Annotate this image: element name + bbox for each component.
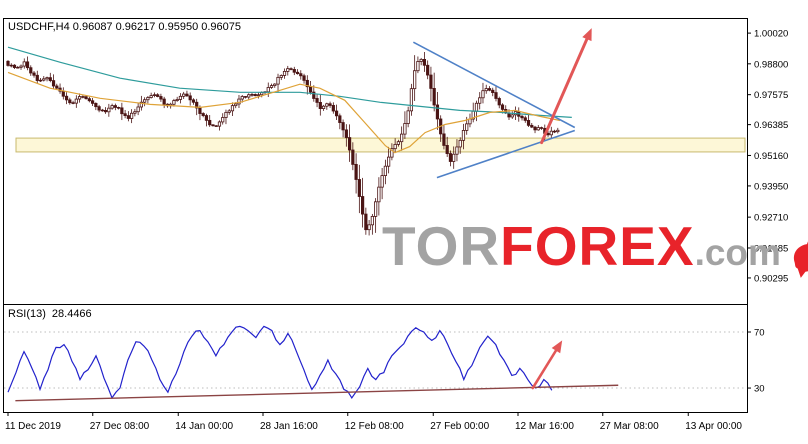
panel-borders [3, 18, 748, 413]
price-axis-label: 0.95160 [754, 151, 788, 162]
rsi-axis-label: 30 [754, 384, 765, 395]
price-axis-label: 0.96385 [754, 120, 788, 131]
rsi-forecast-arrow [531, 340, 563, 390]
rsi-axis-label: 70 [754, 328, 765, 339]
forecast-arrow-up [540, 28, 592, 145]
date-axis-label: 14 Jan 00:00 [175, 421, 233, 432]
date-axis-label: 27 Feb 00:00 [430, 421, 489, 432]
date-axis-label: 11 Dec 2019 [5, 421, 61, 432]
date-axis-label: 12 Mar 16:00 [515, 421, 574, 432]
price-axis-label: 0.92710 [754, 213, 788, 224]
rsi-levels: 70 30 [4, 328, 765, 395]
price-axis-label: 0.93950 [754, 181, 788, 192]
date-axis-label: 27 Dec 08:00 [90, 421, 150, 432]
price-axis-label: 0.98800 [754, 59, 788, 70]
symbol-ohlc-label: USDCHF,H4 0.96087 0.96217 0.95950 0.9607… [8, 21, 242, 33]
date-axis-label: 27 Mar 08:00 [600, 421, 659, 432]
date-axis-label: 12 Feb 08:00 [345, 421, 404, 432]
price-axis-label: 0.91485 [754, 243, 788, 254]
rsi-line [7, 325, 553, 400]
price-axis-label: 1.00020 [754, 29, 788, 40]
price-axis-label: 0.90295 [754, 273, 788, 284]
support-zone [15, 137, 746, 153]
ma-fast-orange [7, 71, 561, 154]
triangle-pattern [412, 41, 576, 179]
rsi-value: 28.4466 [51, 308, 92, 320]
ma-slow-teal [7, 46, 572, 118]
price-axis-label: 0.97575 [754, 90, 788, 101]
date-axis: 11 Dec 2019 27 Dec 08:00 14 Jan 00:00 28 Ja… [5, 412, 742, 432]
rsi-trendline [15, 384, 619, 402]
rsi-indicator-label: RSI(13) 28.4466 [8, 308, 92, 320]
date-axis-label: 13 Apr 00:00 [685, 421, 742, 432]
rsi-name: RSI(13) [8, 308, 46, 320]
price-axis: 1.00020 0.98800 0.97575 0.96385 0.95160 0.939… [747, 29, 788, 284]
date-axis-label: 28 Jan 16:00 [260, 421, 318, 432]
